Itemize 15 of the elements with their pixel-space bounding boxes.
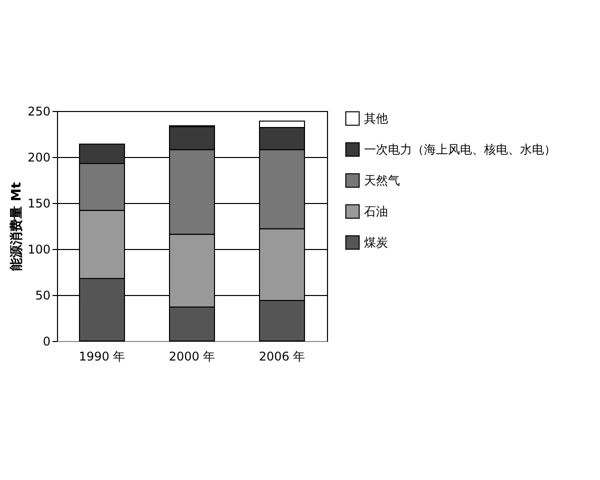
legend-label: 其他: [364, 112, 388, 126]
x-tick-label: 1990 年: [78, 350, 126, 364]
x-tick-label: 2000 年: [168, 350, 216, 364]
legend-label: 一次电力（海上风电、核电、水电）: [364, 142, 556, 156]
y-tick-label: 200: [28, 150, 50, 164]
legend-label: 煤炭: [364, 236, 388, 250]
y-tick-label: 50: [35, 288, 50, 302]
y-tick-label: 0: [42, 334, 50, 348]
x-tick-label: 2006 年: [258, 350, 306, 364]
y-tick-label: 150: [28, 196, 50, 210]
legend-label: 石油: [364, 204, 388, 218]
y-tick-label: 250: [28, 104, 50, 118]
y-axis-title: 能源消费量 Mt: [8, 182, 25, 271]
y-tick-label: 100: [28, 242, 50, 256]
legend-label: 天然气: [364, 174, 400, 188]
